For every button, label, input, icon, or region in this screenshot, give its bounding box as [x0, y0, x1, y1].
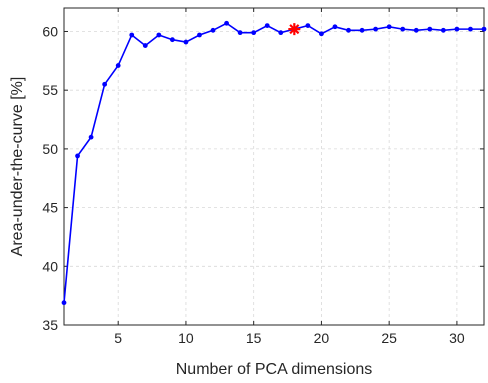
x-axis-label: Number of PCA dimensions: [176, 361, 373, 378]
data-point: [224, 20, 229, 26]
data-point: [319, 31, 324, 37]
x-tick-label: 5: [114, 330, 122, 346]
data-point: [278, 30, 284, 36]
data-point: [88, 134, 94, 140]
data-point: [400, 26, 406, 32]
data-point: [102, 81, 108, 87]
data-point: [142, 43, 148, 48]
data-point: [197, 32, 202, 38]
data-point: [359, 27, 365, 33]
plot-area-frame: [63, 7, 485, 326]
series-line: [63, 22, 484, 303]
data-point: [481, 26, 487, 32]
data-point: [440, 27, 446, 33]
data-point: [427, 26, 433, 32]
series-layer: [61, 20, 487, 306]
data-point: [169, 37, 175, 43]
y-tick-label: 35: [42, 317, 58, 333]
data-point: [454, 26, 460, 32]
y-tick-label: 60: [42, 23, 58, 39]
data-point: [156, 32, 162, 38]
data-point: [305, 23, 311, 29]
data-point: [346, 27, 351, 33]
data-point: [373, 26, 379, 32]
highlight-marker-stroke: [289, 24, 300, 35]
data-point: [61, 300, 67, 306]
y-tick-label: 50: [42, 141, 58, 157]
data-point: [237, 30, 243, 36]
x-tick-label: 25: [381, 330, 397, 346]
y-tick-label: 40: [42, 258, 58, 274]
data-point: [115, 63, 121, 68]
x-tick-label: 10: [178, 330, 194, 346]
y-tick-label: 55: [42, 82, 58, 98]
data-point: [75, 153, 80, 159]
data-point: [129, 32, 135, 38]
x-tick-label: 15: [246, 330, 262, 346]
grid-lines: [64, 8, 484, 326]
data-point: [468, 26, 473, 32]
data-point: [332, 24, 338, 30]
axis-ticks: 5 10 15 20 25 30 35 40 45 50 55 60: [42, 8, 484, 346]
highlight-marker: [288, 23, 301, 36]
data-point: [413, 27, 419, 33]
data-point: [183, 39, 189, 45]
data-point: [210, 27, 216, 33]
data-point: [264, 23, 270, 29]
x-tick-label: 20: [314, 330, 330, 346]
data-point: [386, 24, 392, 30]
x-tick-label: 30: [449, 330, 465, 346]
y-tick-label: 45: [42, 200, 58, 216]
y-axis-label: Area-under-the-curve [%]: [9, 77, 26, 257]
data-point: [251, 30, 257, 36]
